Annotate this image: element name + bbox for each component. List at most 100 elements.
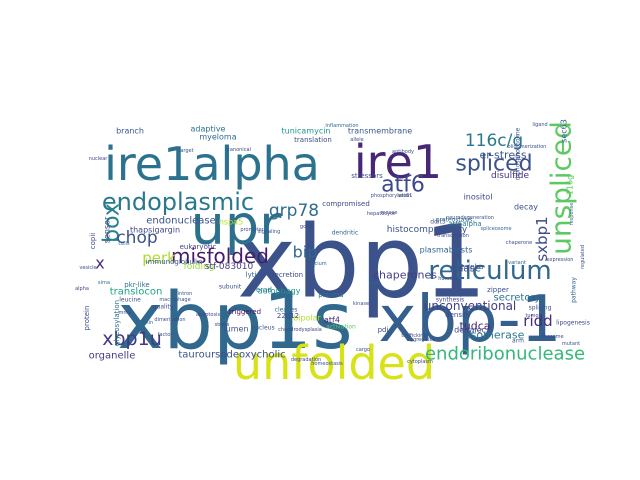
cloud-word: plasma <box>318 291 343 299</box>
cloud-word: aggregates <box>407 337 436 343</box>
cloud-word: mutant <box>562 341 580 347</box>
cloud-word: adaptive <box>191 125 226 134</box>
cloud-word: xbp-1 <box>379 283 562 357</box>
cloud-word: thapsigargin <box>130 226 180 235</box>
cloud-word: golgi <box>300 224 312 230</box>
cloud-word: translocon <box>110 287 163 298</box>
cloud-word: stf-083010 <box>205 262 254 272</box>
cloud-word: inositol <box>464 193 493 202</box>
cloud-word: bip <box>293 243 318 262</box>
cloud-word: autophagy <box>258 287 301 296</box>
cloud-word: atf6alpha <box>448 220 481 228</box>
cloud-word: arm <box>512 338 524 345</box>
cloud-word: protein <box>83 306 91 331</box>
cloud-word: 116c/g <box>465 131 523 151</box>
cloud-word: insulin <box>137 320 153 326</box>
cloud-word: lipid <box>369 281 380 287</box>
cloud-word: perk <box>142 249 176 267</box>
cloud-word: branch <box>116 127 144 136</box>
cloud-word: spliced <box>455 152 532 177</box>
cloud-word: pkr-like <box>124 281 149 289</box>
cloud-word: target <box>178 148 193 154</box>
cloud-word: apoptosis <box>196 312 220 318</box>
cloud-word: translation <box>294 136 332 144</box>
cloud-word: xbp1 <box>237 204 487 321</box>
cloud-word: signaling <box>258 229 281 235</box>
cloud-word: atf6 <box>381 173 425 198</box>
cloud-word: cargo <box>356 347 370 353</box>
cloud-word: triggered <box>229 308 261 316</box>
cloud-word: intron <box>178 291 193 297</box>
cloud-word: atf4 <box>324 316 340 325</box>
cloud-word: factor <box>158 332 174 338</box>
cloud-word: nucleus <box>251 325 274 332</box>
cloud-word: isomerase <box>468 329 525 342</box>
cloud-word: endoribonuclease <box>425 344 585 365</box>
cloud-word: disulfide <box>491 171 529 181</box>
cloud-word: allele <box>350 137 363 143</box>
cloud-word: kinase <box>353 301 369 307</box>
cloud-word: x <box>95 254 104 273</box>
cloud-word: stress <box>215 322 230 328</box>
cloud-word: decay <box>514 203 538 212</box>
cloud-word: organelle <box>89 351 136 362</box>
cloud-word: misfolded <box>171 244 269 268</box>
cloud-word: synthesis <box>436 297 464 304</box>
cloud-word: human <box>438 276 455 282</box>
cloud-word: sec61 <box>398 193 413 199</box>
cloud-word: dendritic <box>332 230 359 237</box>
cloud-word: leucine <box>119 297 141 304</box>
cloud-word: unconventional <box>424 299 517 313</box>
cloud-word: xbp1u <box>102 328 162 350</box>
cloud-word: secretory <box>494 293 541 304</box>
cloud-word: regulated <box>580 245 586 269</box>
cloud-word: ddit3 <box>430 219 446 226</box>
cloud-word: quality <box>153 304 174 311</box>
cloud-word: homeostasis <box>311 361 343 367</box>
cloud-word: tauroursodeoxycholic <box>178 350 285 361</box>
cloud-word: diphosphocholine <box>515 127 522 180</box>
cloud-word: sec63 <box>560 119 569 143</box>
cloud-word: tudca <box>459 320 490 333</box>
cloud-word: plasmablasts <box>420 246 473 255</box>
cloud-word: degradation <box>291 357 321 363</box>
cloud-word: immunoglobulin <box>146 258 203 266</box>
cloud-word: pdi <box>378 326 389 334</box>
cloud-word: subunit <box>219 284 242 291</box>
cloud-word: unspliced <box>545 121 578 255</box>
cloud-word: eukaryotic <box>180 243 217 251</box>
cloud-word: chaperone <box>506 240 532 246</box>
cloud-word: mrna <box>118 310 131 316</box>
cloud-word: lipogenesis <box>556 320 590 327</box>
cloud-word: xbp1s <box>117 277 352 367</box>
cloud-word: antibody <box>392 149 414 155</box>
cloud-word: 116g <box>566 175 575 195</box>
cloud-word: sxbp1 <box>533 216 551 261</box>
cloud-word: ridd <box>523 312 552 330</box>
cloud-word: er-stress <box>479 149 526 162</box>
cloud-word: activation <box>326 324 356 331</box>
cloud-word: promoter <box>240 227 264 233</box>
cloud-word: splicing <box>529 305 552 312</box>
cloud-word: trafficking <box>401 333 426 339</box>
cloud-word: endonuclease <box>146 216 216 227</box>
cloud-word: tunicamycin <box>281 127 330 136</box>
cloud-word: histocompatibility <box>387 225 468 235</box>
cloud-word: proteostasis <box>436 217 473 224</box>
cloud-word: vesicle <box>79 265 96 271</box>
cloud-word: chop <box>116 228 157 248</box>
cloud-word: copii <box>89 233 97 250</box>
cloud-word: zipper <box>487 286 509 294</box>
cloud-word: alpha <box>75 286 89 292</box>
cloud-word: ire1 <box>354 135 442 189</box>
cloud-word: transmembrane <box>348 127 412 136</box>
cloud-word: inflammation <box>325 123 358 129</box>
cloud-word: calcium <box>307 261 327 267</box>
cloud-word: ribosome <box>540 334 563 340</box>
cloud-word: hepatocyte <box>367 211 395 217</box>
cloud-word: lumen <box>223 325 248 334</box>
cloud-word: 22q12 <box>277 312 299 320</box>
cloud-word: chondrodysplasia <box>278 327 322 333</box>
cloud-word: oligomerization <box>508 144 547 150</box>
cloud-word: glycosylation <box>113 300 121 346</box>
